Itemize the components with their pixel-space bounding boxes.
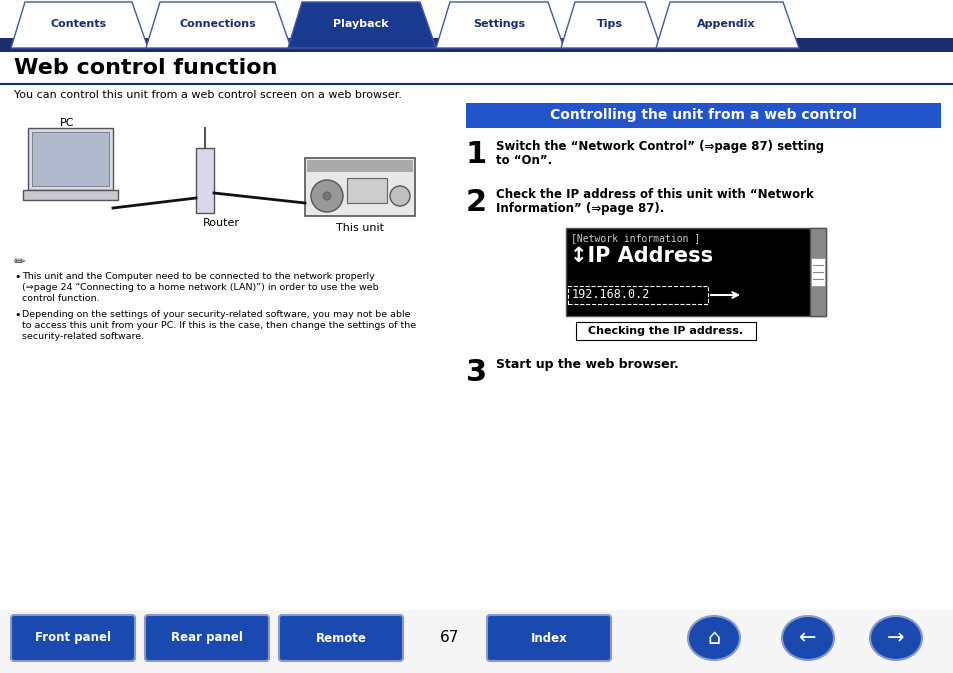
Text: 2: 2 bbox=[465, 188, 487, 217]
Bar bbox=[307, 160, 413, 172]
Text: Rear panel: Rear panel bbox=[171, 631, 243, 645]
Text: ✏: ✏ bbox=[14, 255, 26, 269]
Text: →: → bbox=[886, 628, 903, 648]
Text: This unit and the Computer need to be connected to the network properly: This unit and the Computer need to be co… bbox=[22, 272, 375, 281]
Text: ↕IP Address: ↕IP Address bbox=[569, 246, 713, 266]
Bar bbox=[0, 38, 953, 52]
Bar bbox=[28, 128, 112, 190]
Bar bbox=[565, 228, 825, 316]
Bar bbox=[23, 190, 118, 200]
Bar bbox=[347, 178, 387, 203]
Text: Switch the “Network Control” (⇒page 87) setting: Switch the “Network Control” (⇒page 87) … bbox=[496, 140, 823, 153]
Polygon shape bbox=[11, 2, 148, 48]
Bar bbox=[305, 158, 415, 216]
Text: 192.168.0.2: 192.168.0.2 bbox=[572, 288, 650, 301]
Text: security-related software.: security-related software. bbox=[22, 332, 144, 341]
Polygon shape bbox=[146, 2, 291, 48]
Text: 67: 67 bbox=[440, 631, 459, 645]
Text: Check the IP address of this unit with “Network: Check the IP address of this unit with “… bbox=[496, 188, 813, 201]
Bar bbox=[809, 228, 825, 316]
Circle shape bbox=[323, 192, 331, 200]
FancyBboxPatch shape bbox=[278, 615, 402, 661]
Text: Information” (⇒page 87).: Information” (⇒page 87). bbox=[496, 202, 663, 215]
Polygon shape bbox=[288, 2, 436, 48]
Text: Depending on the settings of your security-related software, you may not be able: Depending on the settings of your securi… bbox=[22, 310, 410, 319]
Text: Remote: Remote bbox=[315, 631, 366, 645]
Text: Appendix: Appendix bbox=[697, 19, 755, 29]
Polygon shape bbox=[656, 2, 799, 48]
FancyBboxPatch shape bbox=[11, 615, 135, 661]
Bar bbox=[576, 322, 755, 340]
Bar bbox=[0, 610, 953, 673]
Text: 3: 3 bbox=[465, 358, 487, 387]
Circle shape bbox=[311, 180, 343, 212]
Ellipse shape bbox=[687, 616, 740, 660]
FancyBboxPatch shape bbox=[486, 615, 610, 661]
Text: Settings: Settings bbox=[473, 19, 524, 29]
Bar bbox=[810, 258, 824, 286]
Text: PC: PC bbox=[60, 118, 74, 128]
FancyBboxPatch shape bbox=[145, 615, 269, 661]
Text: Playback: Playback bbox=[333, 19, 389, 29]
Text: to “On”.: to “On”. bbox=[496, 154, 552, 167]
Text: •: • bbox=[14, 272, 20, 282]
Text: Tips: Tips bbox=[597, 19, 622, 29]
Ellipse shape bbox=[781, 616, 833, 660]
Text: Front panel: Front panel bbox=[35, 631, 111, 645]
Text: Controlling the unit from a web control: Controlling the unit from a web control bbox=[550, 108, 856, 122]
Bar bbox=[567, 286, 707, 304]
Text: control function.: control function. bbox=[22, 294, 99, 303]
Text: Router: Router bbox=[202, 218, 239, 228]
Text: Start up the web browser.: Start up the web browser. bbox=[496, 358, 678, 371]
Bar bbox=[195, 148, 213, 213]
Text: 1: 1 bbox=[465, 140, 487, 169]
Text: to access this unit from your PC. If this is the case, then change the settings : to access this unit from your PC. If thi… bbox=[22, 321, 416, 330]
Text: ←: ← bbox=[799, 628, 816, 648]
Text: Checking the IP address.: Checking the IP address. bbox=[588, 326, 742, 336]
Bar bbox=[465, 103, 940, 128]
Text: Contents: Contents bbox=[51, 19, 107, 29]
Polygon shape bbox=[436, 2, 563, 48]
Text: Web control function: Web control function bbox=[14, 58, 277, 78]
Text: You can control this unit from a web control screen on a web browser.: You can control this unit from a web con… bbox=[14, 90, 401, 100]
Text: Index: Index bbox=[530, 631, 567, 645]
Bar bbox=[32, 132, 109, 186]
Text: •: • bbox=[14, 310, 20, 320]
Text: [Network information ]: [Network information ] bbox=[571, 233, 700, 243]
Text: This unit: This unit bbox=[335, 223, 384, 233]
Text: ⌂: ⌂ bbox=[706, 628, 720, 648]
Ellipse shape bbox=[869, 616, 921, 660]
Text: Connections: Connections bbox=[179, 19, 255, 29]
Polygon shape bbox=[560, 2, 660, 48]
Circle shape bbox=[390, 186, 410, 206]
Text: (⇒page 24 “Connecting to a home network (LAN)”) in order to use the web: (⇒page 24 “Connecting to a home network … bbox=[22, 283, 378, 292]
